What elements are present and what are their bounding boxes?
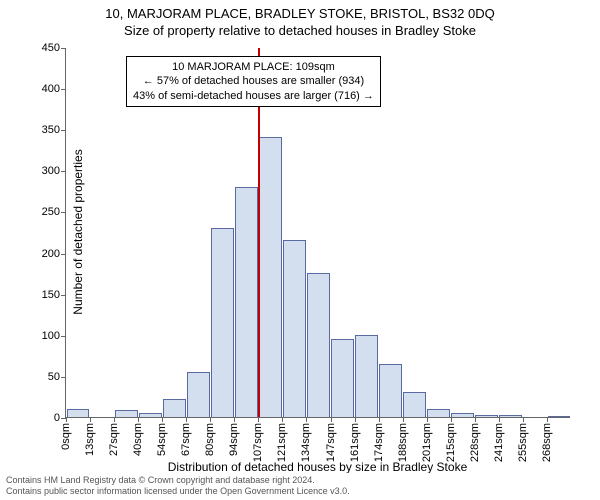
x-tick-label: 161sqm [349,417,361,462]
chart-area: 0501001502002503003504004500sqm13sqm27sq… [65,48,570,418]
x-axis-label: Distribution of detached houses by size … [65,460,570,474]
histogram-bar [355,335,378,417]
x-tick-label: 40sqm [132,417,144,456]
x-tick-label: 134sqm [300,417,312,462]
histogram-bar [427,409,450,417]
x-tick-label: 268sqm [541,417,553,462]
x-tick-label: 13sqm [84,417,96,456]
y-tick-label: 250 [42,206,66,218]
histogram-bar [307,273,330,417]
x-tick-label: 67sqm [180,417,192,456]
footer-line-1: Contains HM Land Registry data © Crown c… [6,475,594,486]
histogram-bar [331,339,354,417]
x-tick-label: 228sqm [469,417,481,462]
x-tick-label: 201sqm [421,417,433,462]
histogram-bar [67,409,90,417]
x-tick-label: 54sqm [156,417,168,456]
x-tick-label: 121sqm [276,417,288,462]
y-tick-label: 350 [42,124,66,136]
y-tick-label: 400 [42,83,66,95]
y-axis-label: Number of detached properties [71,82,85,382]
annotation-line-2: ← 57% of detached houses are smaller (93… [133,74,374,88]
x-tick-label: 80sqm [204,417,216,456]
x-tick-label: 27sqm [108,417,120,456]
y-tick-label: 450 [42,42,66,54]
x-tick-label: 188sqm [397,417,409,462]
histogram-bar [187,372,210,417]
x-tick-label: 107sqm [252,417,264,462]
histogram-bar [211,228,234,417]
page-title-subtitle: Size of property relative to detached ho… [0,21,600,38]
footer-line-2: Contains public sector information licen… [6,486,594,497]
y-tick-label: 50 [48,371,66,383]
footer: Contains HM Land Registry data © Crown c… [0,473,600,500]
annotation-line-1: 10 MARJORAM PLACE: 109sqm [133,60,374,74]
annotation-box: 10 MARJORAM PLACE: 109sqm← 57% of detach… [126,56,381,107]
histogram-bar [235,187,258,417]
page-title-address: 10, MARJORAM PLACE, BRADLEY STOKE, BRIST… [0,0,600,21]
histogram-plot: 0501001502002503003504004500sqm13sqm27sq… [65,48,570,418]
x-tick-label: 0sqm [60,417,72,450]
y-tick-label: 150 [42,289,66,301]
histogram-bar [379,364,402,417]
y-tick-label: 200 [42,248,66,260]
annotation-line-3: 43% of semi-detached houses are larger (… [133,89,374,103]
y-tick-label: 100 [42,330,66,342]
x-tick-label: 94sqm [228,417,240,456]
histogram-bar [403,392,426,417]
x-tick-label: 241sqm [493,417,505,462]
x-tick-label: 174sqm [373,417,385,462]
histogram-bar [163,399,186,417]
x-tick-label: 255sqm [517,417,529,462]
histogram-bar [283,240,306,417]
y-tick-label: 300 [42,165,66,177]
x-tick-label: 147sqm [325,417,337,462]
x-tick-label: 215sqm [445,417,457,462]
histogram-bar [259,137,282,417]
